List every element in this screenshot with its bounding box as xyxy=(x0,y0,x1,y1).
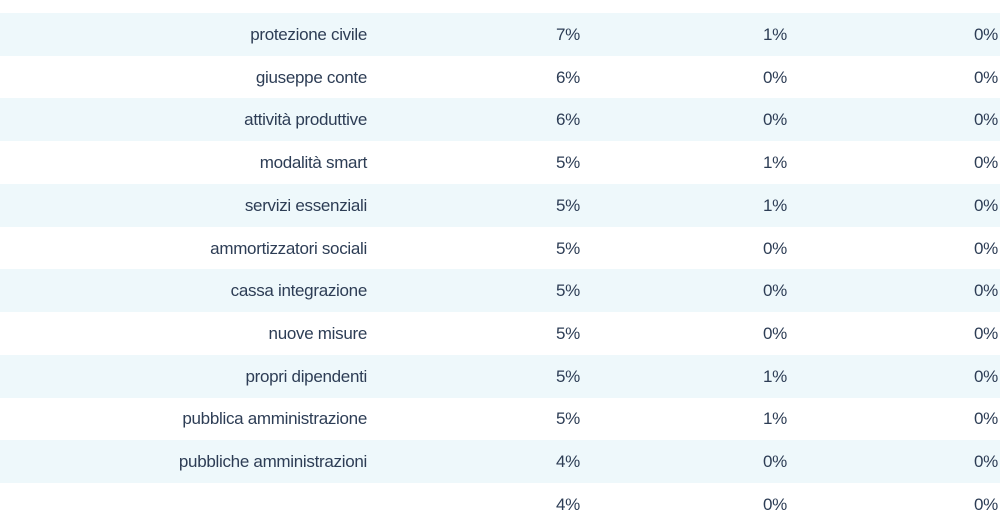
percent-cell: 0% xyxy=(763,238,787,258)
percent-cell: 0% xyxy=(974,153,998,173)
row-label: protezione civile xyxy=(250,25,367,44)
percent-cell: 6% xyxy=(556,67,580,87)
row-label: propri dipendenti xyxy=(245,366,367,386)
table-row: propri dipendenti 5% 1% 0% xyxy=(0,354,1000,398)
row-label: giuseppe conte xyxy=(255,67,367,87)
percent-cell: 5% xyxy=(556,366,580,386)
percent-cell: 6% xyxy=(556,110,580,130)
percent-cell: 0% xyxy=(974,110,998,130)
percent-cell: 4% xyxy=(556,494,580,514)
percent-cell: 0% xyxy=(974,409,998,429)
percent-cell: 0% xyxy=(974,281,998,301)
percent-cell: 5% xyxy=(556,409,580,429)
percent-cell: 5% xyxy=(556,195,580,215)
table-row: nuove misure 5% 0% 0% xyxy=(0,312,1000,355)
percent-cell: 1% xyxy=(763,153,787,173)
percent-cell: 0% xyxy=(974,366,998,386)
percent-cell: 0% xyxy=(974,67,998,87)
table-row: modalità smart 5% 1% 0% xyxy=(0,141,1000,184)
percent-cell: 0% xyxy=(763,281,787,301)
row-label: pubblica amministrazione xyxy=(182,409,367,429)
percent-cell: 0% xyxy=(763,452,787,471)
percent-cell: 0% xyxy=(763,67,787,87)
row-label: ammortizzatori sociali xyxy=(210,238,367,258)
percent-cell: 1% xyxy=(763,195,787,215)
row-label: attività produttive xyxy=(244,110,367,130)
percent-cell: 1% xyxy=(763,409,787,429)
table-row: cassa integrazione 5% 0% 0% xyxy=(0,269,1000,313)
percent-cell: 0% xyxy=(763,110,787,130)
percent-cell: 0% xyxy=(974,238,998,258)
row-label: cassa integrazione xyxy=(230,281,368,301)
percent-cell: 0% xyxy=(974,195,998,215)
table-row: attività produttive 6% 0% 0% xyxy=(0,98,1000,142)
percent-cell: 1% xyxy=(763,25,787,44)
percent-cell: 0% xyxy=(974,494,998,514)
table-row: protezione civile 7% 1% 0% xyxy=(0,13,1000,56)
percent-cell: 5% xyxy=(556,281,580,301)
table-row: ammortizzatori sociali 5% 0% 0% xyxy=(0,227,1000,270)
percent-cell: 0% xyxy=(763,323,787,343)
row-label: nuove misure xyxy=(268,323,368,343)
table-row: pubblica amministrazione 5% 1% 0% xyxy=(0,397,1000,440)
table-row: pubbliche amministrazioni 4% 0% 0% xyxy=(0,440,1000,483)
percent-cell: 4% xyxy=(556,452,580,471)
percent-cell: 0% xyxy=(974,452,998,471)
percent-cell: 0% xyxy=(974,25,998,44)
percent-cell: 0% xyxy=(763,494,787,514)
table-row: giuseppe conte 6% 0% 0% xyxy=(0,56,1000,99)
percent-cell: 5% xyxy=(556,153,580,173)
percent-cell: 5% xyxy=(556,238,580,258)
table-row: servizi essenziali 5% 1% 0% xyxy=(0,183,1000,227)
percent-cell: 7% xyxy=(556,25,580,44)
row-label: modalità smart xyxy=(259,153,368,173)
percent-cell: 1% xyxy=(763,366,787,386)
percent-cell: 5% xyxy=(556,323,580,343)
page: protezione civile 7% 1% 0% giuseppe conte 6% 0… xyxy=(0,13,1000,514)
row-label: servizi essenziali xyxy=(244,195,367,215)
row-label: pubbliche amministrazioni xyxy=(178,452,367,471)
percent-cell: 0% xyxy=(974,323,998,343)
table-row: 4% 0% 0% xyxy=(0,483,1000,526)
